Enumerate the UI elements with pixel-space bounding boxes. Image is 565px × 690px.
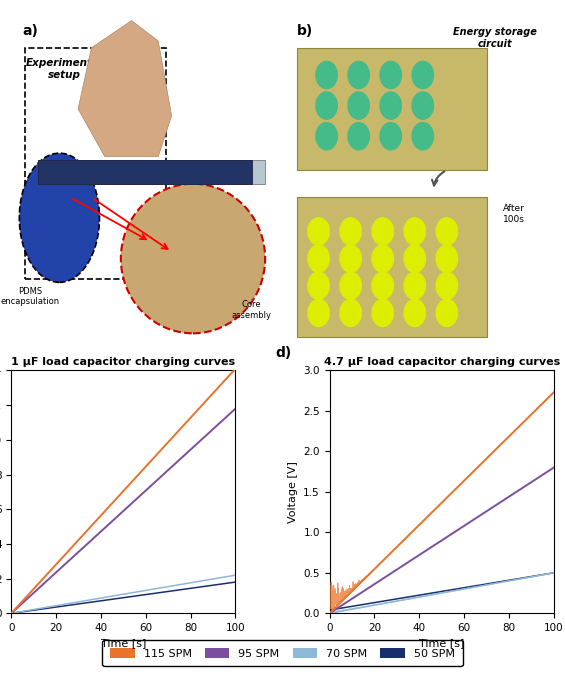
Circle shape — [308, 245, 329, 272]
Circle shape — [316, 92, 337, 119]
Circle shape — [436, 218, 458, 245]
Text: Core
assembly: Core assembly — [232, 300, 272, 319]
Circle shape — [340, 245, 362, 272]
Polygon shape — [38, 160, 252, 184]
Circle shape — [412, 61, 433, 88]
Text: After
100s: After 100s — [503, 204, 524, 224]
Text: a): a) — [22, 24, 38, 38]
Circle shape — [308, 218, 329, 245]
Ellipse shape — [121, 184, 265, 333]
Circle shape — [380, 123, 401, 150]
Circle shape — [340, 299, 362, 326]
Circle shape — [404, 218, 425, 245]
Polygon shape — [78, 21, 172, 157]
Polygon shape — [297, 48, 487, 170]
Text: b): b) — [297, 24, 314, 38]
Title: 1 μF load capacitor charging curves: 1 μF load capacitor charging curves — [11, 357, 236, 367]
Circle shape — [436, 299, 458, 326]
X-axis label: Time [s]: Time [s] — [101, 638, 146, 649]
Circle shape — [436, 272, 458, 299]
Circle shape — [348, 123, 370, 150]
Circle shape — [404, 245, 425, 272]
Text: Experimental
setup: Experimental setup — [26, 58, 103, 79]
Y-axis label: Voltage [V]: Voltage [V] — [288, 461, 298, 523]
Circle shape — [380, 61, 401, 88]
Circle shape — [372, 218, 393, 245]
Ellipse shape — [19, 153, 99, 282]
Circle shape — [380, 92, 401, 119]
Circle shape — [316, 61, 337, 88]
Text: Energy storage
circuit: Energy storage circuit — [453, 28, 537, 49]
Circle shape — [404, 272, 425, 299]
Circle shape — [404, 299, 425, 326]
Text: d): d) — [276, 346, 292, 360]
Circle shape — [372, 299, 393, 326]
Circle shape — [348, 92, 370, 119]
Legend: 115 SPM, 95 SPM, 70 SPM, 50 SPM: 115 SPM, 95 SPM, 70 SPM, 50 SPM — [102, 640, 463, 667]
Circle shape — [436, 245, 458, 272]
Title: 4.7 μF load capacitor charging curves: 4.7 μF load capacitor charging curves — [324, 357, 560, 367]
Circle shape — [340, 272, 362, 299]
Polygon shape — [38, 160, 265, 184]
Text: PDMS
encapsulation: PDMS encapsulation — [1, 287, 59, 306]
Circle shape — [308, 272, 329, 299]
Circle shape — [412, 123, 433, 150]
Circle shape — [348, 61, 370, 88]
Circle shape — [340, 218, 362, 245]
X-axis label: Time [s]: Time [s] — [419, 638, 464, 649]
Circle shape — [308, 299, 329, 326]
Circle shape — [372, 245, 393, 272]
Circle shape — [412, 92, 433, 119]
Circle shape — [372, 272, 393, 299]
Circle shape — [316, 123, 337, 150]
Polygon shape — [297, 197, 487, 337]
